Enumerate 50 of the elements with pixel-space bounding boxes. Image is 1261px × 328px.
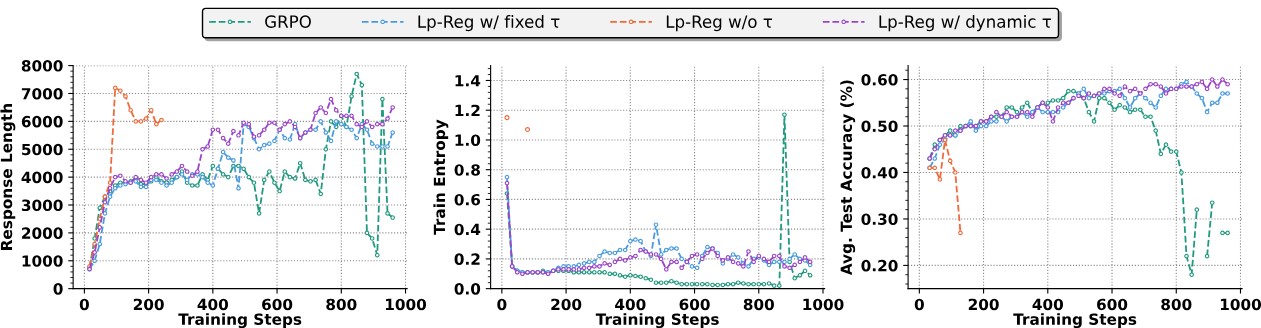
y-tick-label: 0.30 [861,213,898,225]
y-tick-label: 0.60 [861,74,898,86]
x-tick-label: 0 [79,298,89,311]
y-tick-label: 0.20 [861,259,898,272]
x-tick-label: 800 [326,298,357,311]
y-tick-label: 7000 [21,87,63,100]
y-tick-label: 3000 [21,199,63,212]
x-axis-title: Training Steps [595,313,719,328]
x-tick-label: 0 [497,298,507,311]
legend-label: Lp-Reg w/ dynamic τ [879,15,1052,32]
x-tick-label: 400 [1032,298,1064,311]
x-tick-label: 1000 [385,298,427,311]
x-tick-label: 1000 [1220,298,1261,311]
x-tick-label: 0 [914,298,924,311]
x-tick-label: 800 [1161,298,1192,311]
x-tick-label: 800 [743,298,774,311]
x-tick-label: 600 [1097,298,1128,311]
y-axis-title: Response Length [0,104,16,250]
y-tick-label: 0.8 [454,164,480,176]
y-tick-label: 0.40 [861,166,898,179]
x-tick-label: 600 [262,298,293,311]
y-tick-label: 1.2 [455,104,480,117]
x-tick-label: 1000 [803,298,844,311]
y-tick-label: 0.2 [454,253,480,265]
x-tick-label: 200 [133,298,164,311]
y-tick-label: 1.0 [455,134,481,146]
x-tick-label: 400 [197,298,229,311]
y-tick-label: 1.4 [455,75,481,87]
x-axis-title: Training Steps [178,313,302,328]
y-tick-label: 2000 [22,227,63,239]
y-tick-label: 8000 [21,60,63,72]
x-tick-label: 600 [679,298,710,311]
x-axis-title: Training Steps [1013,313,1137,328]
x-tick-label: 400 [615,298,646,311]
x-tick-label: 200 [551,298,582,311]
y-tick-label: 0.4 [454,223,481,236]
y-tick-label: 4000 [21,171,63,184]
y-tick-label: 1000 [22,255,63,267]
x-tick-label: 200 [968,298,999,311]
y-tick-label: 0.6 [454,193,481,206]
legend-label: Lp-Reg w/o τ [666,15,773,32]
y-tick-label: 0 [53,283,63,295]
legend-label: Lp-Reg w/ fixed τ [418,15,560,32]
y-axis-title: Train Entropy [433,119,449,235]
y-axis-title: Avg. Test Accuracy (%) [840,80,856,276]
y-tick-label: 5000 [22,143,63,156]
legend-label: GRPO [265,15,311,28]
y-tick-label: 6000 [21,115,63,128]
y-tick-label: 0.0 [454,283,481,295]
y-tick-label: 0.50 [861,120,898,133]
